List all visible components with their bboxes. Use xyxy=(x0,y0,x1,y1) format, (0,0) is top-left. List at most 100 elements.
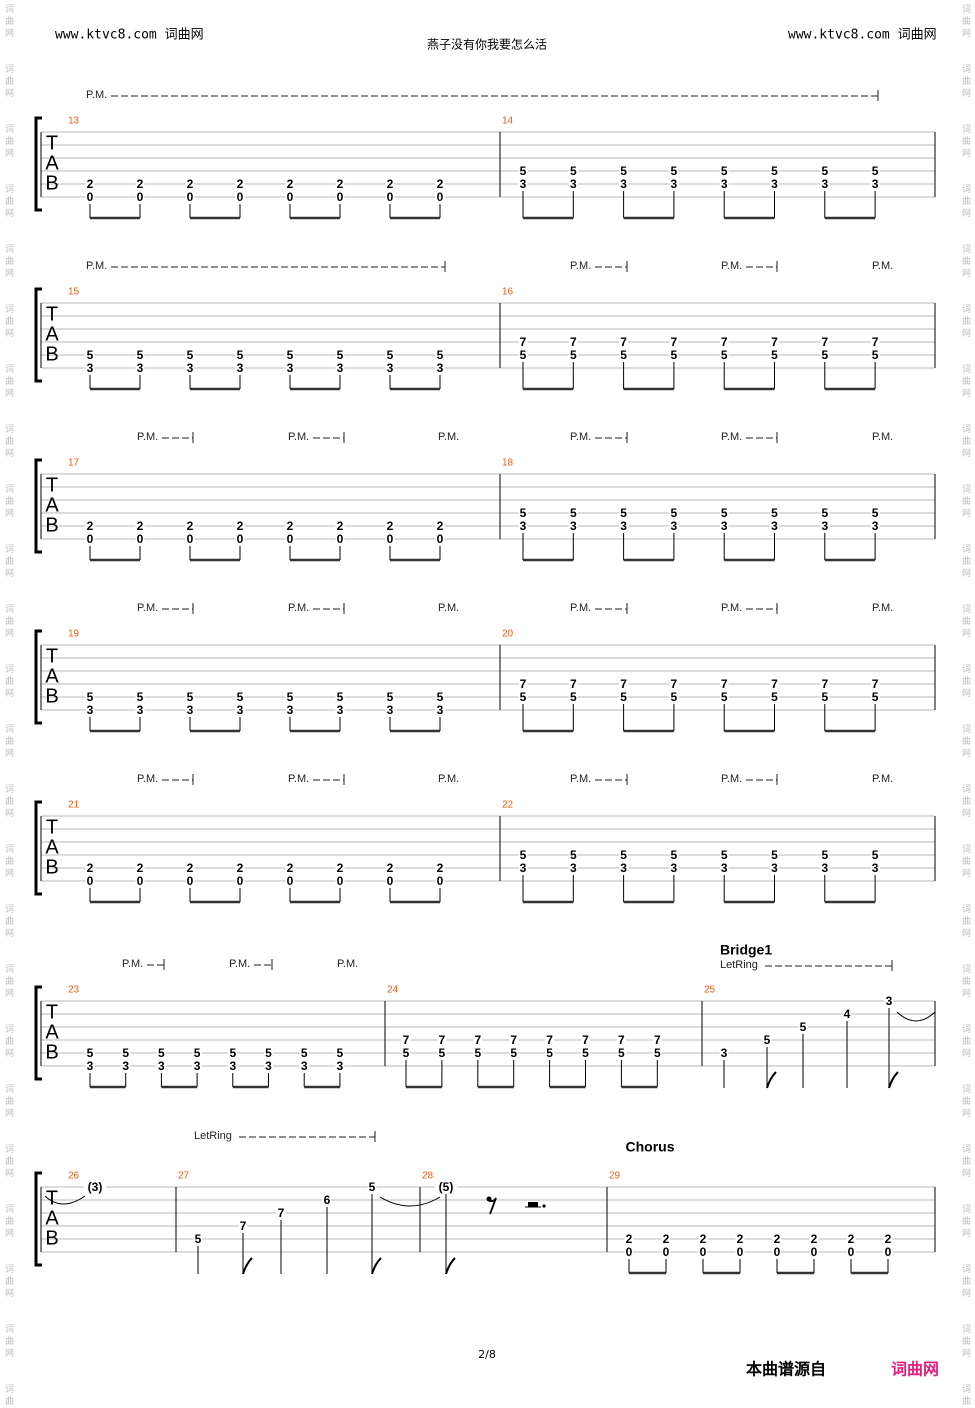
palm-mute: P.M. xyxy=(721,260,742,272)
side-watermark: 词曲网 xyxy=(3,544,14,580)
palm-mute: P.M. xyxy=(872,773,893,785)
fret-number: 5 xyxy=(771,164,778,178)
fret-mask xyxy=(135,191,145,203)
fret-number: 5 xyxy=(158,1046,165,1060)
fret-number: 7 xyxy=(403,1033,410,1047)
fret-mask xyxy=(568,520,578,532)
fret-number: 2 xyxy=(700,1232,707,1246)
palm-mute: P.M. xyxy=(570,602,591,614)
side-watermark: 词曲网 xyxy=(3,1024,14,1060)
fret-number: 3 xyxy=(771,519,778,533)
fret-number: 3 xyxy=(87,1059,94,1073)
fret-mask xyxy=(619,849,629,861)
fret-mask xyxy=(135,520,145,532)
tab-clef: T xyxy=(46,1187,58,1209)
fret-number: 5 xyxy=(620,506,627,520)
fret-number: 5 xyxy=(872,348,879,362)
side-watermark: 词曲网 xyxy=(3,904,14,940)
side-watermark: 词曲网 xyxy=(3,844,14,880)
fret-number: 3 xyxy=(620,519,627,533)
system-bracket xyxy=(34,116,42,212)
side-watermark: 词曲网 xyxy=(3,724,14,760)
fret-mask xyxy=(85,520,95,532)
fret-number: 5 xyxy=(721,506,728,520)
fret-mask xyxy=(870,862,880,874)
palm-mute: P.M. xyxy=(438,602,459,614)
fret-mask xyxy=(735,1246,745,1258)
tie xyxy=(44,1195,86,1205)
fret-number: 2 xyxy=(287,519,294,533)
fret-number: 5 xyxy=(764,1033,771,1047)
fret-number: 0 xyxy=(848,1245,855,1259)
fret-number: 7 xyxy=(821,677,828,691)
fret-mask xyxy=(809,1246,819,1258)
fret-mask xyxy=(719,520,729,532)
half-rest xyxy=(528,1202,538,1207)
measure-number: 27 xyxy=(178,1171,190,1182)
fret-mask xyxy=(669,349,679,361)
fret-mask xyxy=(435,178,445,190)
fret-mask xyxy=(335,1047,345,1059)
side-watermark: 词曲网 xyxy=(960,1384,971,1408)
fret-number: 7 xyxy=(240,1219,247,1233)
fret-mask xyxy=(185,691,195,703)
fret-mask xyxy=(870,691,880,703)
fret-mask xyxy=(669,678,679,690)
fret-mask xyxy=(719,165,729,177)
palm-mute: P.M. xyxy=(570,431,591,443)
fret-number: 7 xyxy=(520,677,527,691)
fret-number: 5 xyxy=(403,1046,410,1060)
fret-number: 5 xyxy=(229,1046,236,1060)
fret-number: 5 xyxy=(287,348,294,362)
fret-number: 2 xyxy=(337,861,344,875)
fret-number: 3 xyxy=(237,703,244,717)
fret-mask xyxy=(235,191,245,203)
palm-mute: P.M. xyxy=(438,773,459,785)
fret-number: 2 xyxy=(387,177,394,191)
fret-mask xyxy=(335,862,345,874)
fret-number: 0 xyxy=(437,874,444,888)
fret-mask xyxy=(264,1047,273,1059)
fret-number: 0 xyxy=(137,874,144,888)
fret-number: 0 xyxy=(885,1245,892,1259)
side-watermark: 词曲网 xyxy=(960,1204,971,1240)
fret-mask xyxy=(581,1047,590,1059)
fret-mask xyxy=(883,1246,893,1258)
palm-mute: P.M. xyxy=(872,260,893,272)
fret-number: 3 xyxy=(87,361,94,375)
fret-mask xyxy=(820,165,830,177)
fret-number: 5 xyxy=(570,690,577,704)
flag xyxy=(371,1257,382,1275)
fret-number: 7 xyxy=(721,677,728,691)
fret-mask xyxy=(435,349,445,361)
fret-number: 5 xyxy=(520,506,527,520)
side-watermark: 词曲网 xyxy=(3,124,14,160)
fret-number: 3 xyxy=(287,361,294,375)
fret-mask xyxy=(185,862,195,874)
let-ring: LetRing xyxy=(194,1130,232,1142)
fret-mask xyxy=(719,678,729,690)
fret-number: 0 xyxy=(437,190,444,204)
fret-mask xyxy=(770,849,779,861)
fret-number: 3 xyxy=(437,361,444,375)
fret-mask xyxy=(669,862,679,874)
fret-number: 3 xyxy=(387,361,394,375)
side-watermark: 词曲网 xyxy=(960,364,971,400)
fret-number: 5 xyxy=(570,164,577,178)
fret-number: 5 xyxy=(520,690,527,704)
fret-mask xyxy=(473,1047,483,1059)
fret-number: 5 xyxy=(620,348,627,362)
fret-number: 2 xyxy=(437,861,444,875)
fret-mask xyxy=(235,520,245,532)
fret-number: 7 xyxy=(278,1206,285,1220)
fret-mask xyxy=(235,349,245,361)
fret-number: 5 xyxy=(520,348,527,362)
fret-number: 5 xyxy=(800,1020,807,1034)
fret-mask xyxy=(518,678,528,690)
fret-mask xyxy=(193,1233,203,1245)
tab-clef: A xyxy=(45,494,59,516)
fret-mask xyxy=(335,691,345,703)
fret-mask xyxy=(285,704,295,716)
